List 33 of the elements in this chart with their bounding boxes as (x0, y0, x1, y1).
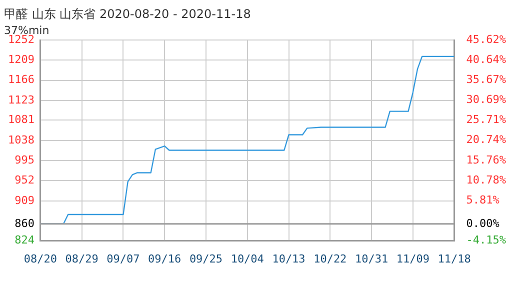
chart-title: 甲醛 山东 山东省 2020-08-20 - 2020-11-18 (4, 6, 251, 23)
x-tick-label: 10/04 (230, 252, 264, 266)
x-tick-label: 10/13 (272, 252, 306, 266)
y2-tick-label: 45.62% (466, 32, 506, 46)
y-tick-label: 1209 (8, 53, 34, 66)
x-tick-label: 11/09 (396, 252, 430, 266)
y2-tick-label: -4.15% (466, 234, 506, 247)
y2-tick-label: 5.81% (466, 193, 500, 206)
y-tick-label: 909 (14, 194, 34, 207)
y2-tick-label: 25.71% (466, 113, 506, 126)
y2-tick-label: 35.67% (466, 73, 506, 86)
y2-tick-label: 15.76% (466, 153, 506, 166)
y2-tick-label: 20.74% (466, 133, 506, 146)
y2-tick-label: 10.78% (466, 173, 506, 186)
x-tick-label: 08/20 (24, 252, 58, 266)
y-tick-label: 952 (14, 174, 34, 187)
x-tick-label: 11/18 (438, 252, 471, 266)
x-tick-label: 10/31 (354, 252, 388, 266)
x-tick-label: 09/25 (189, 252, 223, 266)
y2-tick-label: 0.00% (466, 216, 500, 230)
y-tick-label: 1038 (8, 133, 34, 146)
x-tick-label: 10/22 (314, 252, 347, 266)
x-tick-label: 09/16 (148, 252, 182, 266)
x-tick-label: 08/29 (65, 252, 98, 266)
y-tick-label: 995 (14, 153, 34, 166)
y2-tick-label: 40.64% (466, 52, 506, 66)
y-tick-label: 1166 (8, 73, 34, 86)
y-tick-label: 860 (14, 216, 34, 230)
y-tick-label: 824 (14, 234, 35, 247)
y-tick-label: 1081 (8, 113, 34, 126)
y2-tick-label: 30.69% (466, 93, 506, 106)
y-tick-label: 1123 (8, 93, 34, 106)
x-tick-label: 09/07 (106, 252, 140, 266)
